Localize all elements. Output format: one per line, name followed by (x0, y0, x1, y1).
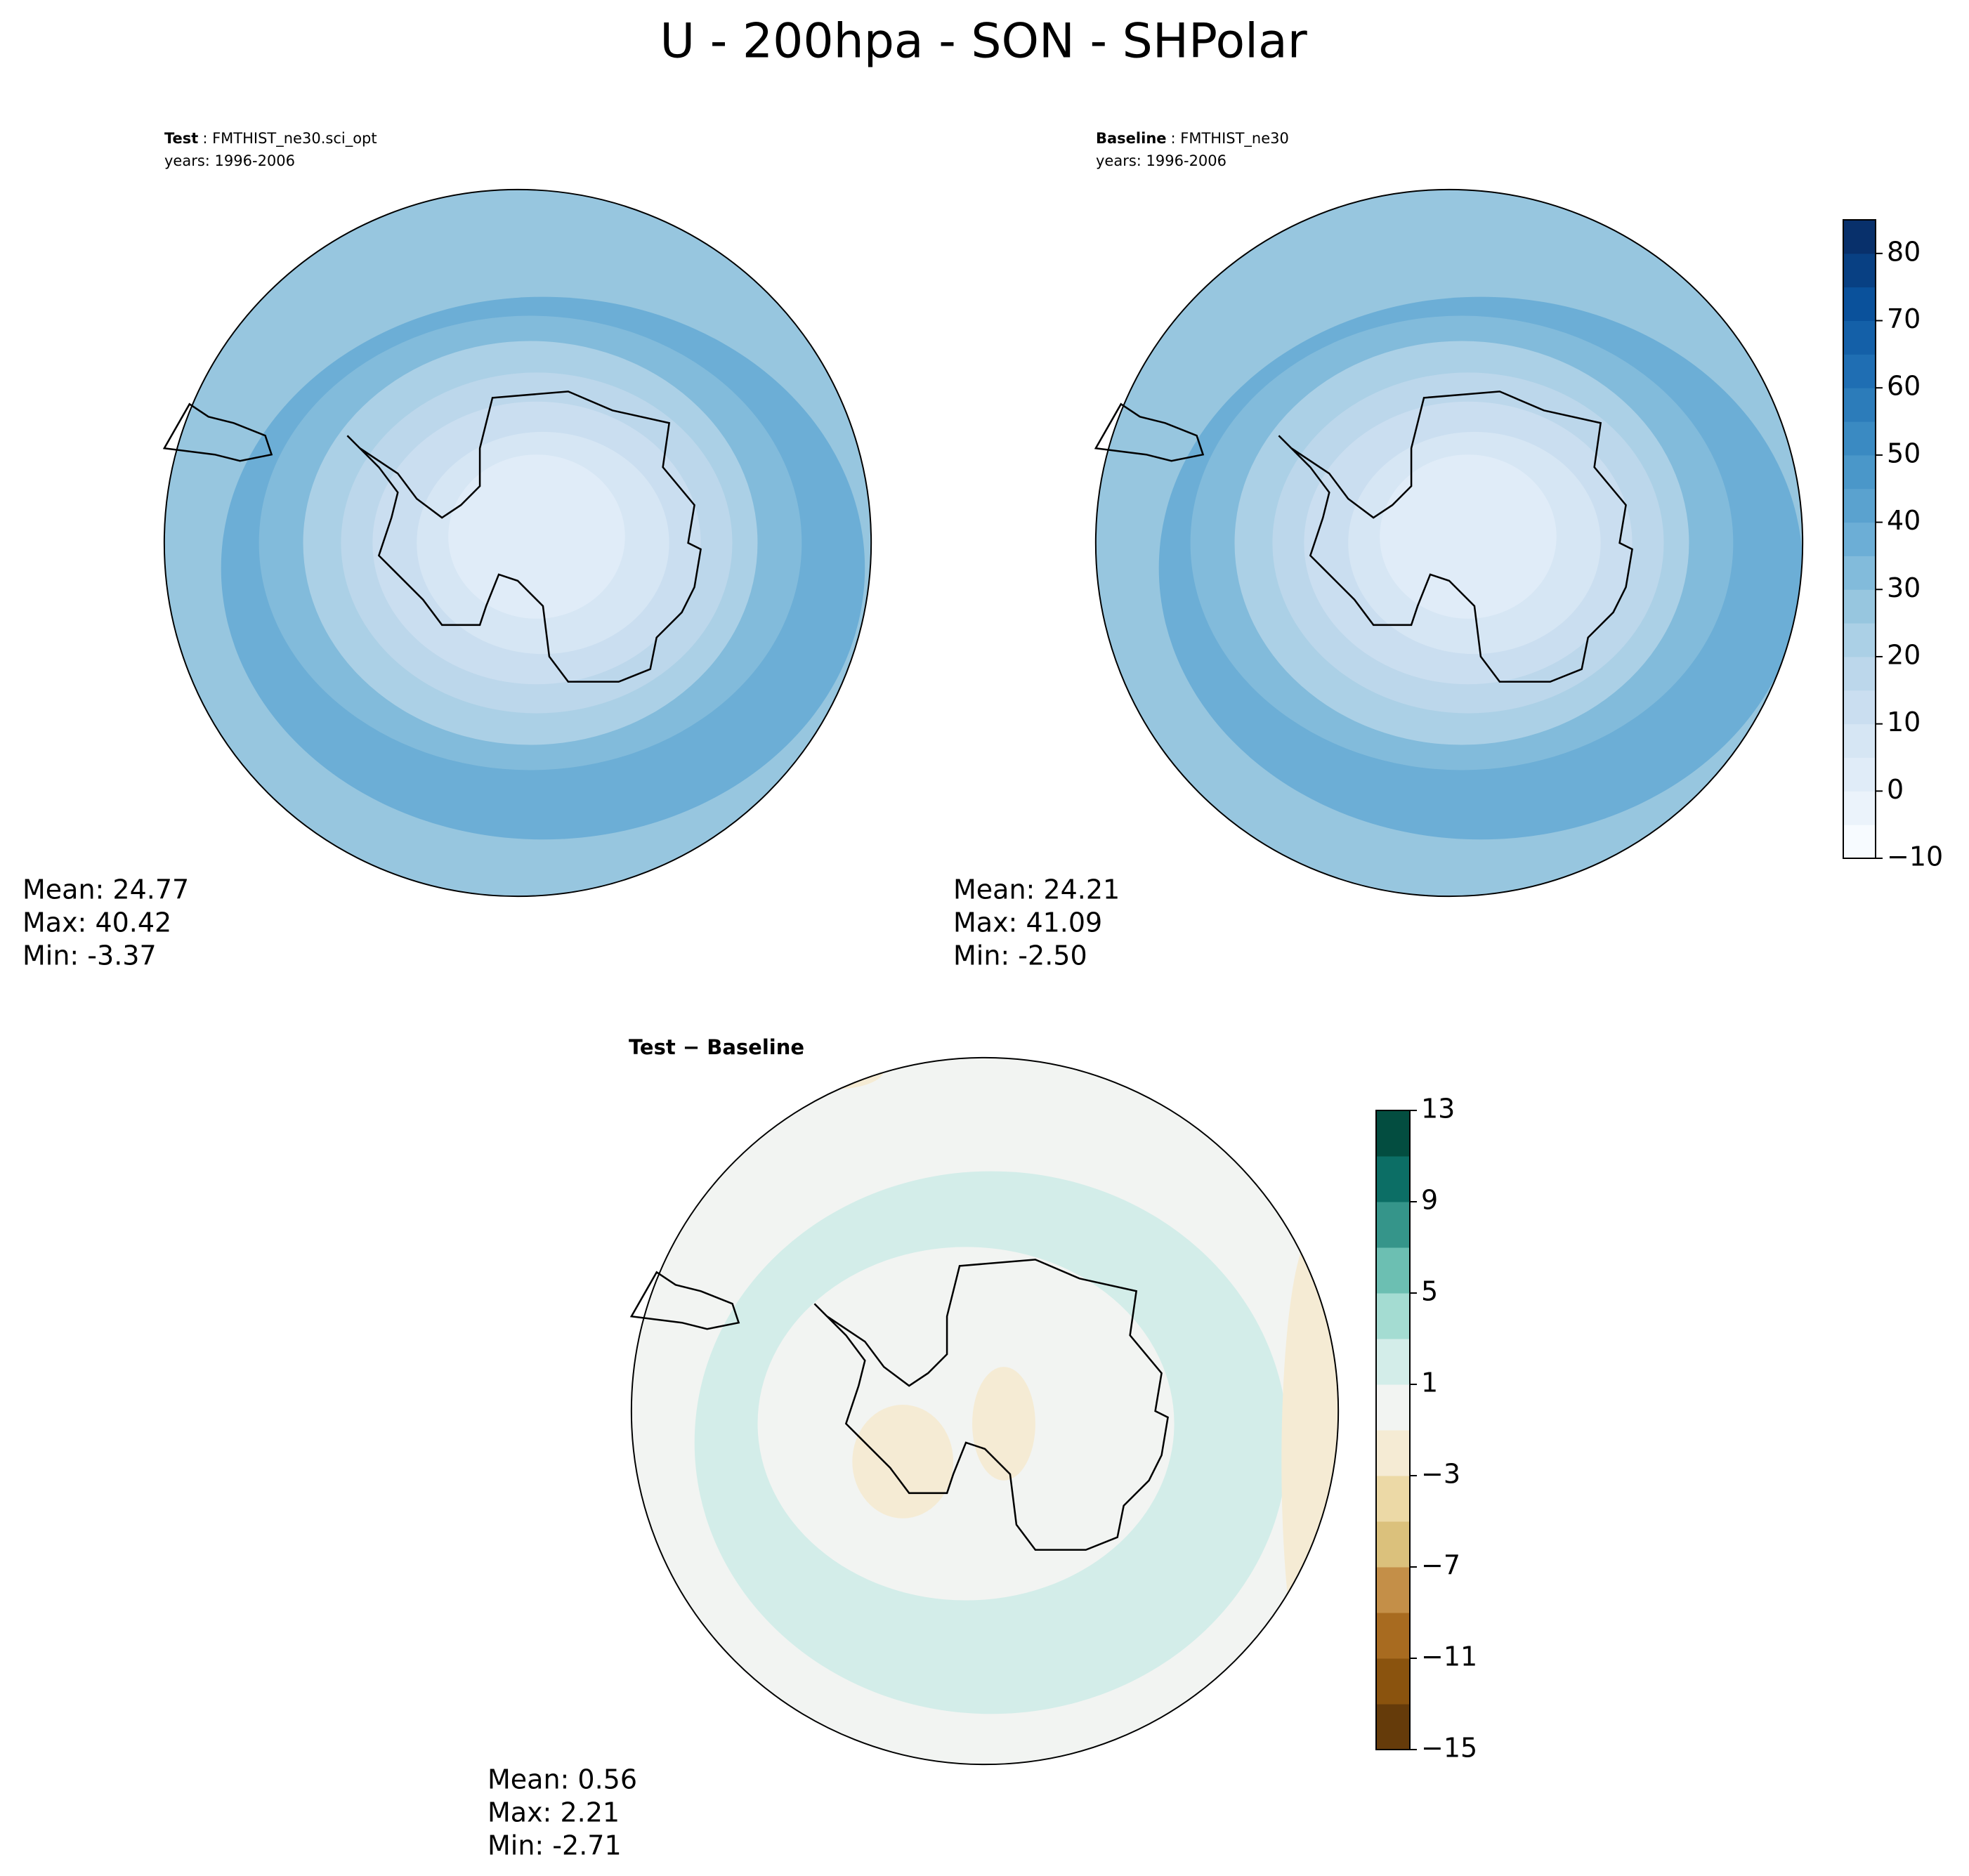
map-panel (1094, 188, 1804, 898)
colorbar-segment (1843, 623, 1876, 657)
panel-stat: Min: -2.50 (953, 940, 1087, 971)
colorbar-tick-label: −10 (1887, 841, 1943, 872)
colorbar-frame (1843, 219, 1876, 859)
panel-stat: Mean: 24.21 (953, 874, 1120, 905)
subtitle-text: : FMTHIST_ne30 (1171, 130, 1289, 147)
panel-stat: Max: 40.42 (22, 907, 171, 938)
map-panel (163, 188, 872, 898)
colorbar-tick-label: 70 (1887, 303, 1921, 334)
panel-subtitle: Test − Baseline (629, 1035, 804, 1059)
colorbar-segment (1843, 690, 1876, 725)
colorbar-segment (1843, 723, 1876, 758)
colorbar-segment (1843, 556, 1876, 590)
colorbar-segment (1376, 1613, 1410, 1659)
colorbar-tick-label: 9 (1421, 1185, 1438, 1216)
panel-stat: Max: 41.09 (953, 907, 1102, 938)
colorbar-tick-label: 1 (1421, 1367, 1438, 1398)
subtitle-text: : FMTHIST_ne30.sci_opt (202, 130, 377, 147)
panel-stat: Mean: 0.56 (488, 1764, 637, 1795)
subtitle-bold: Test (164, 130, 198, 147)
colorbar-tick-label: 20 (1887, 639, 1921, 670)
subtitle-bold: Baseline (1096, 130, 1167, 147)
colorbar-segment (1376, 1521, 1410, 1568)
colorbar-segment (1376, 1156, 1410, 1202)
colorbar-segment (1843, 488, 1876, 523)
colorbar-tick-label: 5 (1421, 1276, 1438, 1307)
colorbar-segment (1376, 1110, 1410, 1157)
panel-stat: Min: -3.37 (22, 940, 157, 971)
colorbar-segment (1843, 589, 1876, 624)
colorbar-segment (1843, 253, 1876, 288)
colorbar-segment (1376, 1339, 1410, 1385)
colorbar-segment (1843, 454, 1876, 490)
colorbar-tick-label: 60 (1887, 371, 1921, 402)
colorbar-segment (1843, 656, 1876, 691)
colorbar-segment (1376, 1704, 1410, 1750)
colorbar-segment (1376, 1293, 1410, 1339)
colorbar-tick-label: −15 (1421, 1733, 1477, 1764)
colorbar-segment (1843, 791, 1876, 825)
map-panel (630, 1056, 1340, 1766)
colorbar-segment (1843, 421, 1876, 456)
colorbar-frame (1375, 1110, 1411, 1750)
colorbar-tick-label: −3 (1421, 1459, 1460, 1490)
colorbar-segment (1376, 1384, 1410, 1431)
panel-subtitle: Baseline: FMTHIST_ne30 (1096, 130, 1289, 147)
colorbar-segment (1376, 1567, 1410, 1613)
colorbar-tick-label: −11 (1421, 1641, 1477, 1672)
panel-stat: Max: 2.21 (488, 1797, 620, 1828)
colorbar-tick-label: 30 (1887, 572, 1921, 603)
colorbar-tick-label: 10 (1887, 707, 1921, 737)
panel-years: years: 1996-2006 (1096, 152, 1226, 169)
figure-title: U - 200hpa - SON - SHPolar (660, 14, 1307, 70)
colorbar-tick-label: 40 (1887, 505, 1921, 536)
panel-stat: Mean: 24.77 (22, 874, 189, 905)
colorbar-segment (1843, 354, 1876, 388)
colorbar-segment (1376, 1658, 1410, 1705)
colorbar-tick-label: 80 (1887, 236, 1921, 267)
colorbar-segment (1376, 1202, 1410, 1248)
colorbar-segment (1843, 220, 1876, 254)
colorbar-segment (1843, 320, 1876, 355)
panel-subtitle: Test: FMTHIST_ne30.sci_opt (164, 130, 377, 147)
colorbar-segment (1376, 1476, 1410, 1522)
colorbar-tick-label: 13 (1421, 1094, 1455, 1124)
colorbar-segment (1376, 1247, 1410, 1294)
colorbar-tick-label: 50 (1887, 438, 1921, 468)
colorbar-tick-label: −7 (1421, 1550, 1460, 1581)
colorbar-segment (1843, 522, 1876, 556)
colorbar-segment (1843, 825, 1876, 859)
panel-stat: Min: -2.71 (488, 1830, 622, 1861)
colorbar-segment (1843, 287, 1876, 322)
colorbar-segment (1376, 1430, 1410, 1476)
panel-years: years: 1996-2006 (164, 152, 295, 169)
colorbar-segment (1843, 757, 1876, 792)
colorbar-tick-label: 0 (1887, 774, 1904, 805)
colorbar-segment (1843, 388, 1876, 422)
